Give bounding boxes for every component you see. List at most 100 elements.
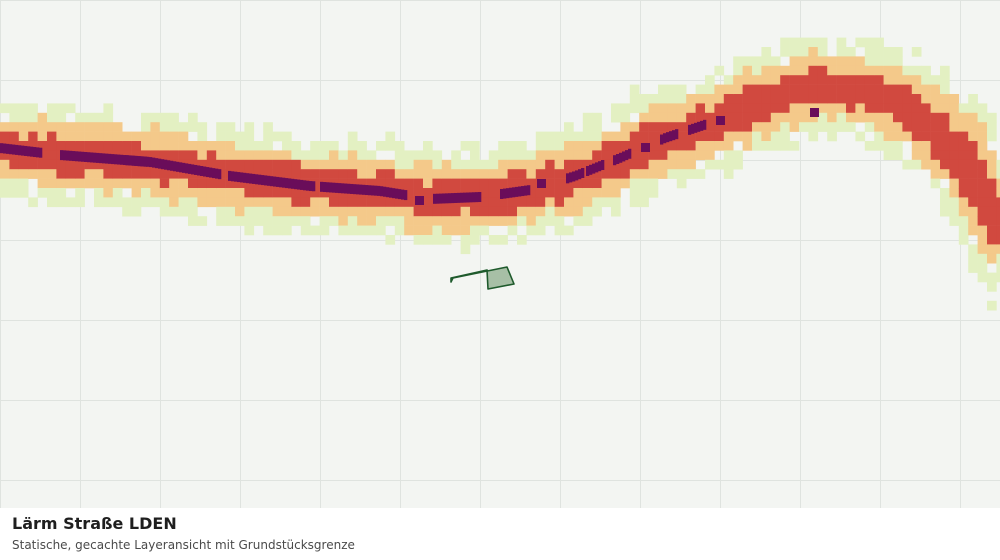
noise-cell-high [864,103,875,114]
noise-cell-highest [323,182,327,193]
noise-cell-low [705,150,715,161]
noise-cell-high [131,141,142,151]
noise-cell-low [206,188,217,198]
noise-cell-low [366,169,377,179]
noise-cell-high [977,169,988,179]
noise-cell-high [300,169,311,179]
noise-cell-low [235,188,245,198]
noise-cell-low [150,188,161,198]
noise-cell-low [639,169,649,179]
noise-cell-low [940,103,950,114]
noise-cell-low [855,65,866,76]
noise-cell-low [18,169,29,179]
noise-cell-high [620,141,631,151]
noise-cell-low [799,112,809,123]
noise-cell-lowest [385,141,396,151]
noise-cell-lowest [460,235,471,245]
noise-cell-low [366,216,377,226]
noise-cell-high [893,84,903,95]
noise-cell-high [996,216,1000,226]
noise-cell-low [235,150,245,161]
noise-cell-highest [182,162,186,173]
noise-cell-high [507,178,518,189]
noise-cell-low [620,131,631,142]
noise-cell-lowest [122,197,132,208]
noise-cell-low [864,112,875,123]
noise-cell-lowest [742,56,753,67]
parcel-boundary[interactable] [450,266,515,290]
noise-cell-high [761,112,772,123]
noise-cell-lowest [911,65,922,76]
noise-cell-lowest [987,300,997,311]
noise-cell-high [629,159,640,170]
noise-cell-lowest [808,122,819,132]
noise-cell-lowest [658,94,668,104]
noise-cell-highest [448,193,452,204]
noise-cell-high [18,159,29,170]
noise-cell-high [94,141,104,151]
noise-cell-high [658,150,668,161]
noise-cell-lowest [629,94,640,104]
noise-cell-lowest [629,197,640,208]
noise-map[interactable] [0,0,1000,508]
noise-cell-low [150,178,161,189]
noise-cell-lowest [141,197,151,208]
noise-cell-low [883,65,894,76]
noise-cell-highest [628,148,632,159]
noise-cell-lowest [676,169,687,179]
noise-cell-high [347,178,358,189]
noise-cell-low [996,188,1000,198]
noise-cell-high [507,206,518,217]
noise-cell-highest [9,144,13,155]
parcel-polygon[interactable] [450,266,515,290]
noise-cell-lowest [94,188,104,198]
noise-cell-high [836,94,847,104]
noise-cell-highest [694,122,698,133]
noise-cell-high [958,150,969,161]
noise-cell-high [723,122,734,132]
noise-cell-highest [194,164,198,175]
noise-cell-high [582,178,593,189]
noise-cell-lowest [883,56,894,67]
noise-cell-high [752,112,762,123]
noise-cell-lowest [836,37,847,48]
noise-cell-lowest [752,56,762,67]
noise-cell-low [75,178,85,189]
noise-cell-lowest [695,169,706,179]
noise-cell-lowest [347,225,358,236]
noise-cell-lowest [573,131,584,142]
noise-cell-high [987,178,997,189]
noise-cell-low [338,206,349,217]
noise-cell-high [911,94,922,104]
noise-cell-lowest [75,197,85,208]
noise-cell-high [958,159,969,170]
noise-cell-low [253,150,264,161]
noise-cell-lowest [940,206,950,217]
noise-cell-low [780,112,790,123]
noise-cell-lowest [874,56,884,67]
noise-cell-low [404,225,414,236]
noise-cell-high [799,84,809,95]
noise-cell-high [836,75,847,85]
noise-cell-low [498,216,508,226]
noise-cell-low [526,169,537,179]
noise-cell-highest [344,183,348,194]
noise-cell-low [141,141,151,151]
noise-cell-low [206,197,217,208]
noise-cell-lowest [319,216,330,226]
noise-cell-low [686,103,696,114]
noise-cell-high [827,94,837,104]
noise-cell-high [761,103,772,114]
noise-cell-high [987,216,997,226]
noise-cell-low [159,141,170,151]
noise-cell-low [723,141,734,151]
noise-cell-high [28,131,38,142]
noise-cell-low [263,150,273,161]
noise-cell-lowest [949,197,960,208]
noise-cell-lowest [611,112,621,123]
noise-cell-highest [39,147,43,158]
noise-cell-low [799,103,809,114]
noise-cell-lowest [329,216,339,226]
noise-cell-low [911,150,922,161]
noise-cell-lowest [507,141,518,151]
